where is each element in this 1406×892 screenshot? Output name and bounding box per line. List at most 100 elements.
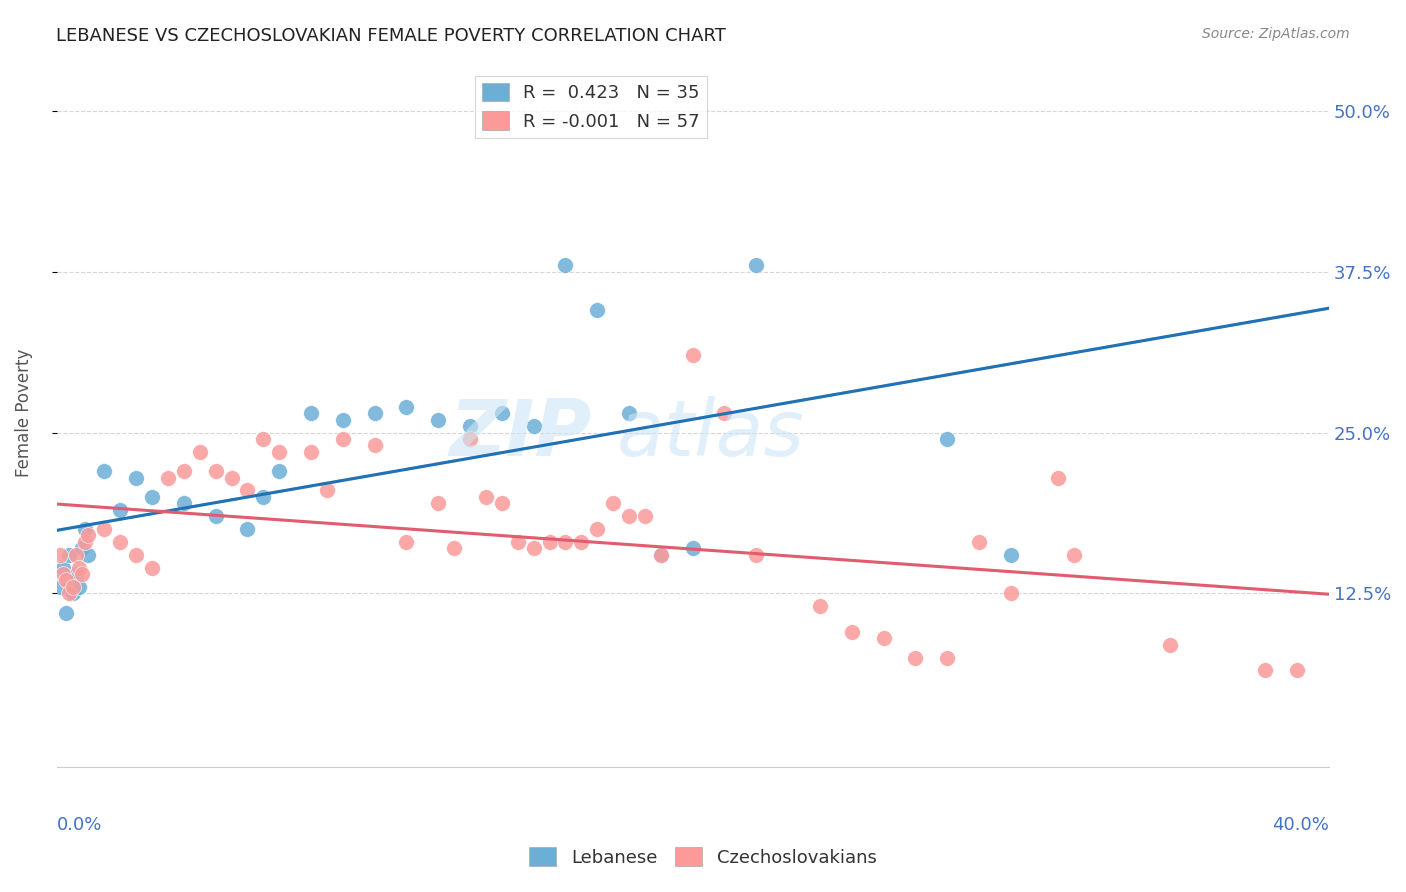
Point [221,470,243,484]
Point [67,580,90,594]
Point [252,490,274,504]
Point [204,464,226,478]
Point [332,432,354,446]
Point [602,496,624,510]
Legend: R =  0.423   N = 35, R = -0.001   N = 57: R = 0.423 N = 35, R = -0.001 N = 57 [475,76,707,138]
Point [49,580,72,594]
Point [141,560,163,574]
Point [188,445,211,459]
Point [62,580,84,594]
Point [58,548,80,562]
Point [872,632,894,646]
Point [1047,470,1070,484]
Point [75,534,97,549]
Text: atlas: atlas [616,396,804,473]
Point [745,548,768,562]
Point [173,464,195,478]
Legend: Lebanese, Czechoslovakians: Lebanese, Czechoslovakians [522,840,884,874]
Point [269,464,291,478]
Point [808,599,831,614]
Point [569,534,592,549]
Point [110,534,132,549]
Point [443,541,465,556]
Point [62,586,84,600]
Y-axis label: Female Poverty: Female Poverty [15,349,32,477]
Point [363,438,385,452]
Point [77,548,100,562]
Point [269,445,291,459]
Point [395,534,418,549]
Point [125,548,148,562]
Point [936,432,959,446]
Point [110,502,132,516]
Point [252,432,274,446]
Point [70,541,93,556]
Text: ZIP: ZIP [449,396,591,473]
Point [554,534,576,549]
Point [491,496,513,510]
Point [936,650,959,665]
Point [49,548,72,562]
Point [52,567,75,582]
Point [1000,548,1022,562]
Point [458,432,481,446]
Point [745,259,768,273]
Point [55,574,77,588]
Text: 40.0%: 40.0% [1272,816,1329,834]
Point [491,406,513,420]
Point [299,445,322,459]
Point [332,413,354,427]
Point [650,548,672,562]
Point [617,406,640,420]
Point [156,470,179,484]
Point [682,348,704,362]
Point [65,548,87,562]
Point [75,522,97,536]
Text: Source: ZipAtlas.com: Source: ZipAtlas.com [1202,27,1350,41]
Point [93,522,115,536]
Point [141,490,163,504]
Point [363,406,385,420]
Point [427,413,450,427]
Point [841,624,863,639]
Point [523,541,546,556]
Point [316,483,339,498]
Point [1285,664,1308,678]
Point [77,528,100,542]
Point [427,496,450,510]
Text: 0.0%: 0.0% [56,816,103,834]
Point [236,522,259,536]
Point [475,490,498,504]
Point [523,419,546,434]
Point [58,586,80,600]
Point [236,483,259,498]
Point [634,509,657,524]
Point [1159,638,1181,652]
Point [506,534,529,549]
Point [650,548,672,562]
Point [125,470,148,484]
Point [67,560,90,574]
Point [682,541,704,556]
Point [586,522,609,536]
Point [904,650,927,665]
Point [93,464,115,478]
Point [70,567,93,582]
Point [586,303,609,318]
Point [1000,586,1022,600]
Point [204,509,226,524]
Point [395,400,418,414]
Point [538,534,561,549]
Point [1254,664,1277,678]
Point [713,406,735,420]
Point [967,534,990,549]
Text: LEBANESE VS CZECHOSLOVAKIAN FEMALE POVERTY CORRELATION CHART: LEBANESE VS CZECHOSLOVAKIAN FEMALE POVER… [56,27,725,45]
Point [173,496,195,510]
Point [52,560,75,574]
Point [1063,548,1085,562]
Point [617,509,640,524]
Point [299,406,322,420]
Point [554,259,576,273]
Point [55,606,77,620]
Point [458,419,481,434]
